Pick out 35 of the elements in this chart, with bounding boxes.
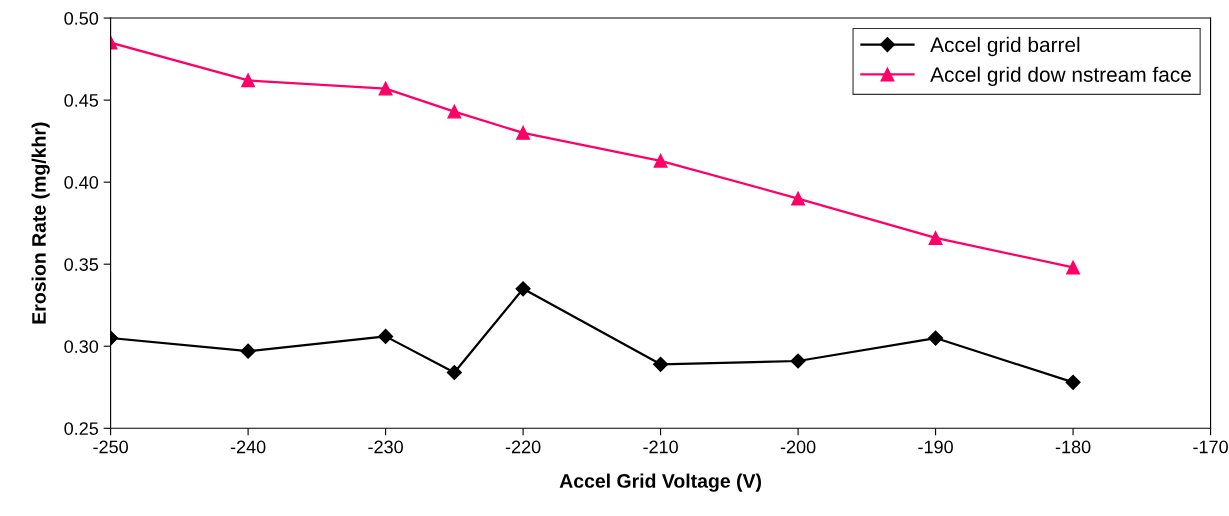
x-tick-label: -190	[918, 440, 953, 454]
x-tick-label: -250	[93, 440, 128, 454]
y-tick-label: 0.25	[64, 422, 99, 435]
y-axis-title: Erosion Rate (mg/khr)	[31, 122, 50, 324]
x-tick-label: -220	[505, 440, 541, 454]
point	[447, 104, 462, 119]
point	[378, 81, 393, 96]
point	[790, 353, 806, 369]
point	[928, 230, 943, 245]
point	[1066, 260, 1081, 275]
point	[240, 343, 256, 359]
point	[241, 73, 256, 88]
point	[653, 153, 668, 168]
x-tick-label: -210	[643, 440, 678, 454]
x-tick-label: -170	[1193, 440, 1228, 454]
y-tick-label: 0.35	[64, 258, 99, 271]
point	[653, 356, 669, 372]
point	[516, 125, 531, 140]
y-tick-label: 0.50	[64, 11, 99, 25]
y-tick-label: 0.45	[64, 94, 99, 107]
point	[515, 281, 531, 297]
point	[446, 364, 462, 381]
legend-label: Accel grid barrel	[930, 36, 1080, 57]
point	[1065, 374, 1081, 390]
x-tick-label: -200	[780, 440, 816, 454]
x-tick-label: -180	[1055, 440, 1091, 454]
point	[378, 328, 394, 344]
x-axis-title: Accel Grid Voltage (V)	[559, 473, 762, 492]
y-tick-label: 0.40	[64, 176, 99, 189]
legend-label: Accel grid dow nstream face	[930, 66, 1191, 87]
x-tick-label: -240	[230, 440, 266, 454]
x-tick-label: -230	[368, 440, 403, 454]
point	[928, 330, 944, 346]
y-tick-label: 0.30	[64, 340, 99, 353]
point	[791, 191, 806, 206]
